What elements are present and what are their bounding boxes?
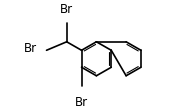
Text: Br: Br: [60, 3, 73, 16]
Text: Br: Br: [75, 96, 88, 108]
Text: Br: Br: [24, 42, 37, 55]
